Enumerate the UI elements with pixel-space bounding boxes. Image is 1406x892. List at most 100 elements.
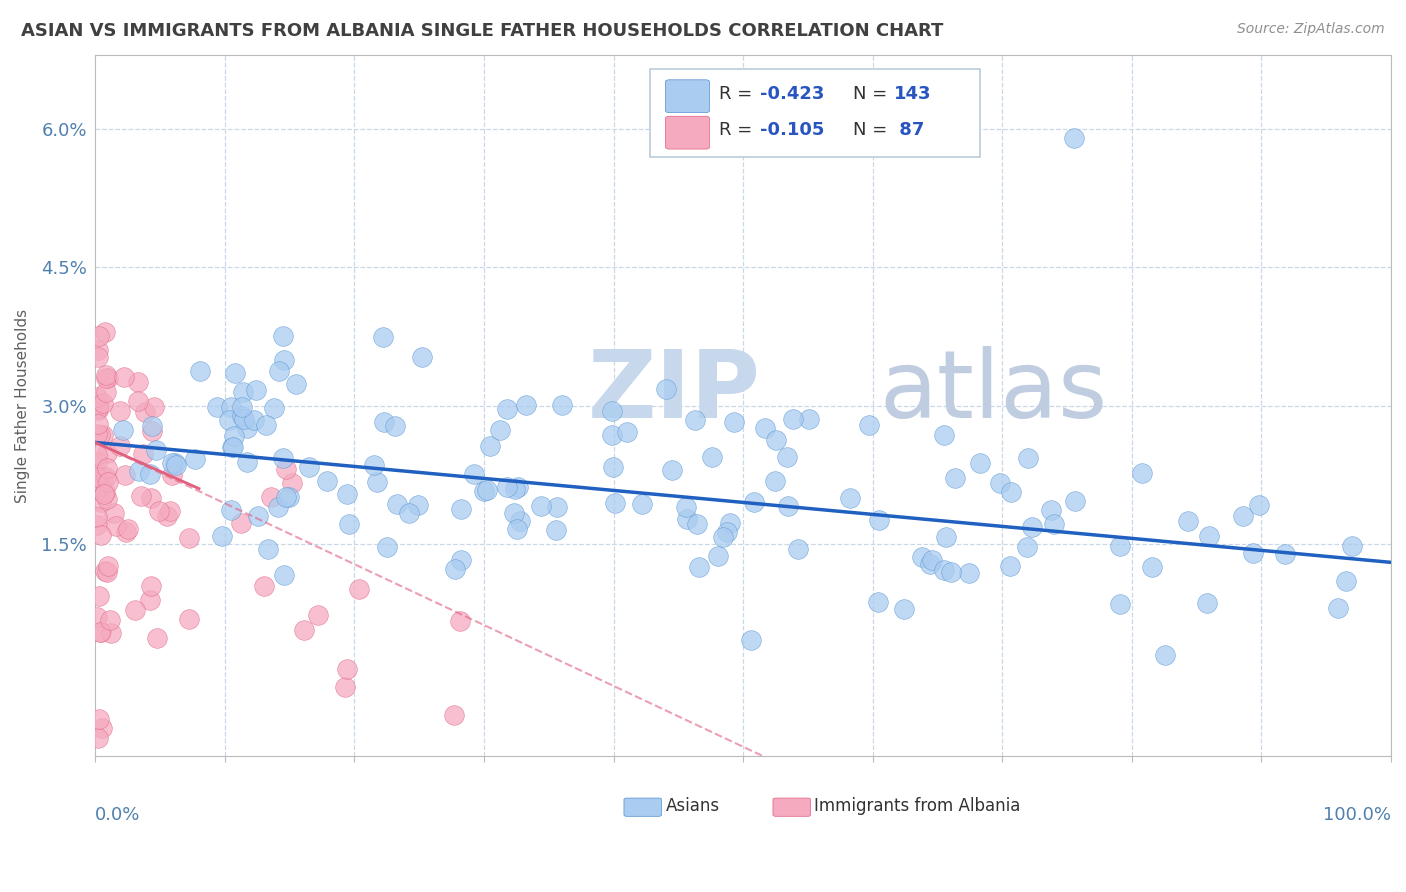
Point bbox=[86, 509, 108, 524]
Text: N =: N = bbox=[853, 85, 893, 103]
Point bbox=[939, 566, 962, 580]
Point bbox=[236, 455, 259, 469]
Point bbox=[765, 433, 787, 447]
Point bbox=[449, 614, 471, 628]
Point bbox=[86, 482, 108, 496]
Point bbox=[488, 424, 510, 438]
Point bbox=[86, 427, 108, 442]
Point bbox=[503, 482, 526, 496]
FancyBboxPatch shape bbox=[650, 70, 980, 157]
Point bbox=[711, 530, 734, 544]
Point bbox=[94, 384, 117, 399]
Point bbox=[148, 503, 170, 517]
Point bbox=[156, 509, 179, 524]
Point bbox=[231, 400, 253, 414]
Point bbox=[718, 516, 741, 531]
Point bbox=[868, 513, 890, 527]
Point bbox=[205, 401, 228, 415]
Point bbox=[398, 506, 420, 520]
Point bbox=[86, 470, 108, 484]
Point bbox=[284, 377, 307, 392]
Point bbox=[86, 455, 108, 469]
Point bbox=[363, 458, 385, 473]
Point bbox=[90, 495, 112, 509]
Point bbox=[463, 467, 485, 482]
Point bbox=[366, 475, 388, 490]
Point bbox=[686, 516, 709, 531]
Point bbox=[509, 514, 531, 528]
Point bbox=[921, 553, 943, 567]
Point bbox=[675, 500, 697, 515]
Point bbox=[86, 343, 108, 358]
Point bbox=[87, 731, 110, 745]
Point bbox=[515, 398, 537, 412]
Point bbox=[96, 445, 118, 459]
Point bbox=[934, 427, 956, 442]
Point bbox=[246, 508, 269, 523]
Point bbox=[87, 397, 110, 411]
Point bbox=[496, 402, 519, 417]
Point bbox=[336, 487, 359, 501]
Point bbox=[1140, 559, 1163, 574]
Point bbox=[94, 564, 117, 578]
Point bbox=[245, 383, 267, 397]
Point bbox=[86, 401, 108, 416]
Point bbox=[129, 489, 152, 503]
Point bbox=[179, 612, 201, 626]
Point bbox=[94, 485, 117, 500]
Point bbox=[763, 475, 786, 489]
Point bbox=[91, 469, 114, 483]
Point bbox=[108, 404, 131, 418]
Text: 0.0%: 0.0% bbox=[96, 806, 141, 824]
Point bbox=[858, 418, 880, 433]
Point bbox=[546, 500, 568, 515]
Point bbox=[231, 409, 253, 423]
Point bbox=[111, 423, 134, 437]
Point bbox=[86, 390, 108, 404]
Point bbox=[117, 522, 139, 536]
Point bbox=[316, 474, 339, 488]
Point bbox=[127, 375, 149, 389]
Point bbox=[139, 578, 162, 592]
Point bbox=[219, 503, 242, 517]
Point bbox=[89, 428, 111, 442]
Point bbox=[496, 480, 519, 494]
Point bbox=[375, 540, 398, 554]
Point bbox=[411, 350, 433, 364]
Point bbox=[222, 440, 245, 454]
Point bbox=[1109, 540, 1132, 554]
Point bbox=[700, 450, 723, 464]
Point bbox=[1232, 508, 1254, 523]
Point bbox=[988, 476, 1011, 491]
Point bbox=[688, 560, 710, 574]
Text: Source: ZipAtlas.com: Source: ZipAtlas.com bbox=[1237, 22, 1385, 37]
Point bbox=[188, 364, 211, 378]
Text: Asians: Asians bbox=[665, 797, 720, 815]
Point bbox=[723, 416, 745, 430]
Point bbox=[114, 468, 136, 483]
Point bbox=[292, 624, 315, 638]
Text: ZIP: ZIP bbox=[588, 345, 761, 438]
Point bbox=[96, 371, 118, 385]
Point bbox=[600, 427, 623, 442]
Point bbox=[224, 366, 246, 380]
Point bbox=[957, 566, 980, 580]
Point bbox=[1195, 596, 1218, 610]
Point bbox=[94, 470, 117, 484]
Text: 87: 87 bbox=[893, 121, 925, 139]
Point bbox=[96, 460, 118, 475]
Point bbox=[141, 424, 163, 438]
Point bbox=[277, 490, 299, 504]
Point bbox=[232, 385, 254, 400]
Point bbox=[97, 558, 120, 573]
Point bbox=[128, 464, 150, 478]
Point bbox=[269, 363, 291, 377]
Point bbox=[333, 680, 356, 694]
Point bbox=[472, 483, 495, 498]
Text: -0.423: -0.423 bbox=[761, 85, 824, 103]
Point bbox=[165, 458, 187, 472]
Point bbox=[127, 394, 149, 409]
Point bbox=[373, 415, 395, 429]
Text: ASIAN VS IMMIGRANTS FROM ALBANIA SINGLE FATHER HOUSEHOLDS CORRELATION CHART: ASIAN VS IMMIGRANTS FROM ALBANIA SINGLE … bbox=[21, 22, 943, 40]
Point bbox=[786, 542, 808, 557]
